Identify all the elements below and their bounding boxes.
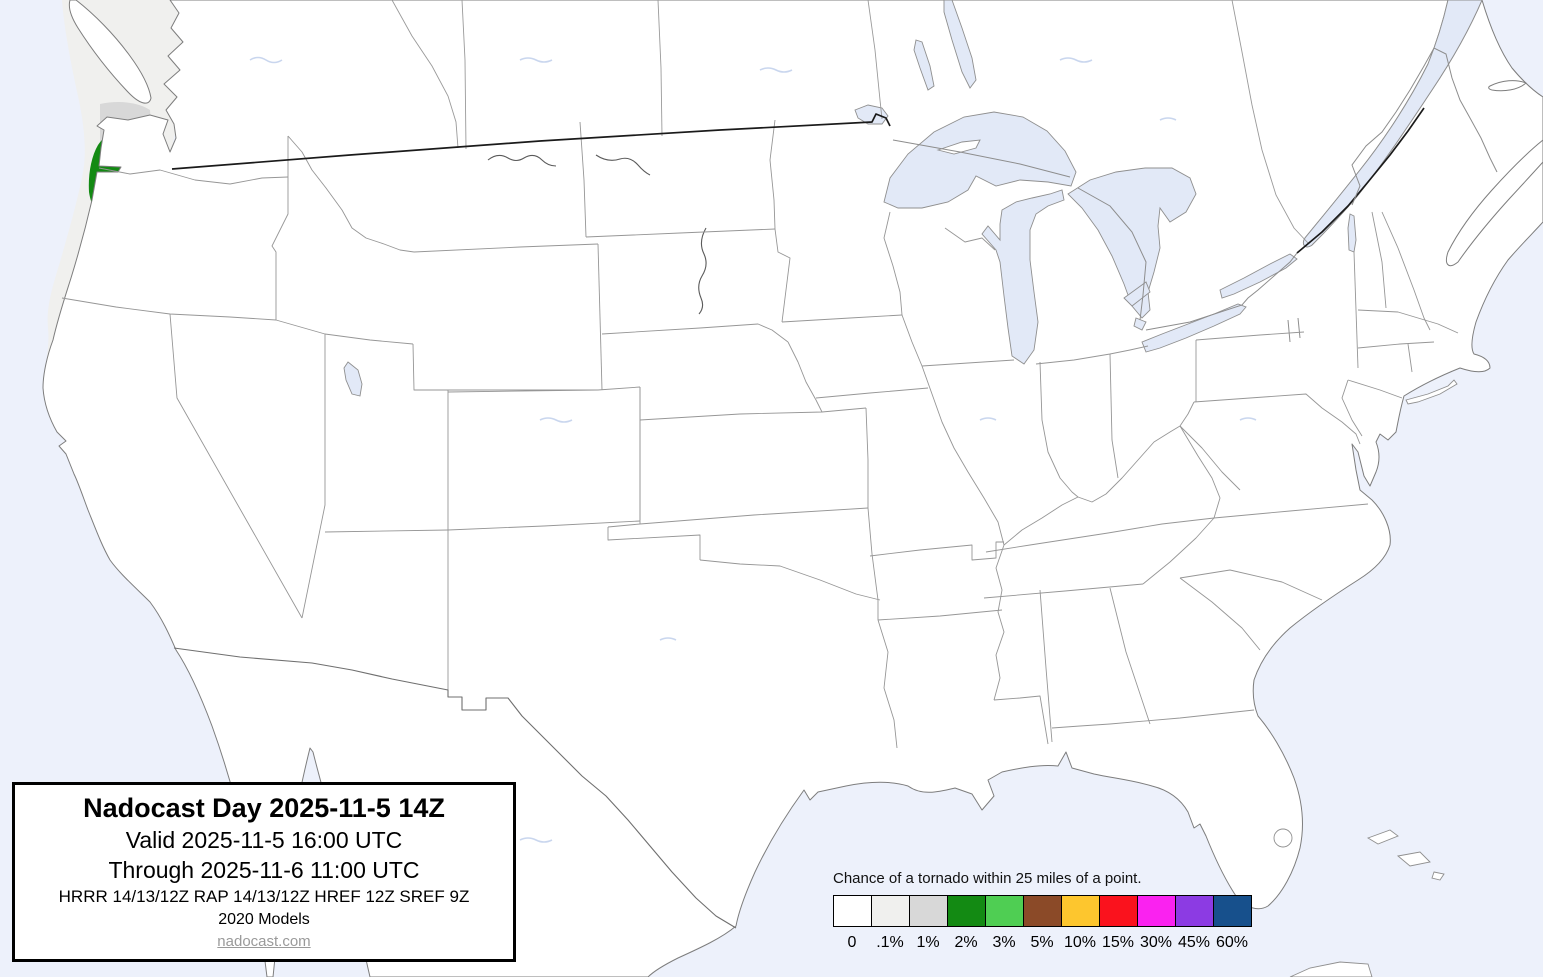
fort-peck-lake <box>487 154 557 167</box>
forecast-models: HRRR 14/13/12Z RAP 14/13/12Z HREF 12Z SR… <box>58 887 470 906</box>
lake-ontario <box>1219 253 1298 299</box>
bahamas-island-2 <box>1396 851 1431 867</box>
finger-lakes <box>1287 317 1301 343</box>
legend-swatch-label: 10% <box>1063 934 1097 951</box>
legend-swatch <box>833 895 872 927</box>
legend-swatches <box>833 895 1252 927</box>
legend-swatch-label: 15% <box>1101 934 1135 951</box>
forecast-valid-time: Valid 2025-11-5 16:00 UTC <box>125 827 403 853</box>
nadocast-site-link[interactable]: nadocast.com <box>217 933 311 950</box>
lake-manitoba <box>913 39 935 91</box>
legend-swatch-label: 30% <box>1139 934 1173 951</box>
lakes <box>343 0 1357 848</box>
us-canada-border-lakes <box>892 139 1071 178</box>
bahamas-island-1 <box>1366 829 1399 845</box>
legend-swatch <box>1213 895 1252 927</box>
legend-swatch <box>947 895 986 927</box>
lake-erie <box>1141 303 1247 353</box>
lake-st-clair <box>1133 317 1147 331</box>
legend-swatch-label: 60% <box>1215 934 1249 951</box>
lake-oahe <box>698 227 707 315</box>
lake-huron <box>1067 167 1197 319</box>
legend-swatch-label: 3% <box>992 934 1016 951</box>
legend-swatch-label: 5% <box>1030 934 1054 951</box>
legend-swatch-label: 45% <box>1177 934 1211 951</box>
lake-sakakawea <box>595 154 651 176</box>
forecast-title: Nadocast Day 2025-11-5 14Z <box>83 793 445 823</box>
forecast-models-year: 2020 Models <box>218 911 310 928</box>
minor-water-marks <box>249 56 1257 843</box>
legend-swatch <box>1061 895 1100 927</box>
legend-swatch <box>1137 895 1176 927</box>
us-canada-border-west <box>171 113 891 170</box>
st-lawrence-border <box>1296 107 1425 254</box>
legend-swatch-label: 2% <box>954 934 978 951</box>
lake-of-the-woods <box>854 104 889 125</box>
rivers <box>487 154 707 315</box>
state-borders <box>61 119 1459 749</box>
cuba-edge <box>1289 961 1373 977</box>
legend-swatch <box>985 895 1024 927</box>
legend-caption: Chance of a tornado within 25 miles of a… <box>833 870 1142 887</box>
long-island <box>1405 379 1458 405</box>
legend-swatch-label: 1% <box>916 934 940 951</box>
legend-labels: 0 .1% 1% 2% 3% 5% 10% 15% 30% 45% 60% <box>833 934 1251 952</box>
national-borders <box>171 47 1498 929</box>
lake-okeechobee <box>1273 828 1293 848</box>
forecast-through-time: Through 2025-11-6 11:00 UTC <box>108 857 420 883</box>
legend-swatch <box>1175 895 1214 927</box>
legend-swatch <box>909 895 948 927</box>
lake-winnipeg <box>943 0 977 89</box>
maine-border <box>1351 47 1498 206</box>
legend-swatch-label: 0 <box>847 934 857 951</box>
us-mexico-border <box>173 647 737 929</box>
lake-michigan <box>981 189 1065 365</box>
legend-swatch <box>1099 895 1138 927</box>
isle-royale <box>936 139 981 155</box>
forecast-title-box: Nadocast Day 2025-11-5 14Z Valid 2025-11… <box>12 782 516 962</box>
legend-swatch <box>871 895 910 927</box>
legend-swatch <box>1023 895 1062 927</box>
great-salt-lake <box>343 361 363 397</box>
province-borders <box>391 0 1309 244</box>
legend-swatch-label: .1% <box>876 934 904 951</box>
bahamas-island-3 <box>1431 871 1445 881</box>
lake-superior <box>883 111 1077 209</box>
